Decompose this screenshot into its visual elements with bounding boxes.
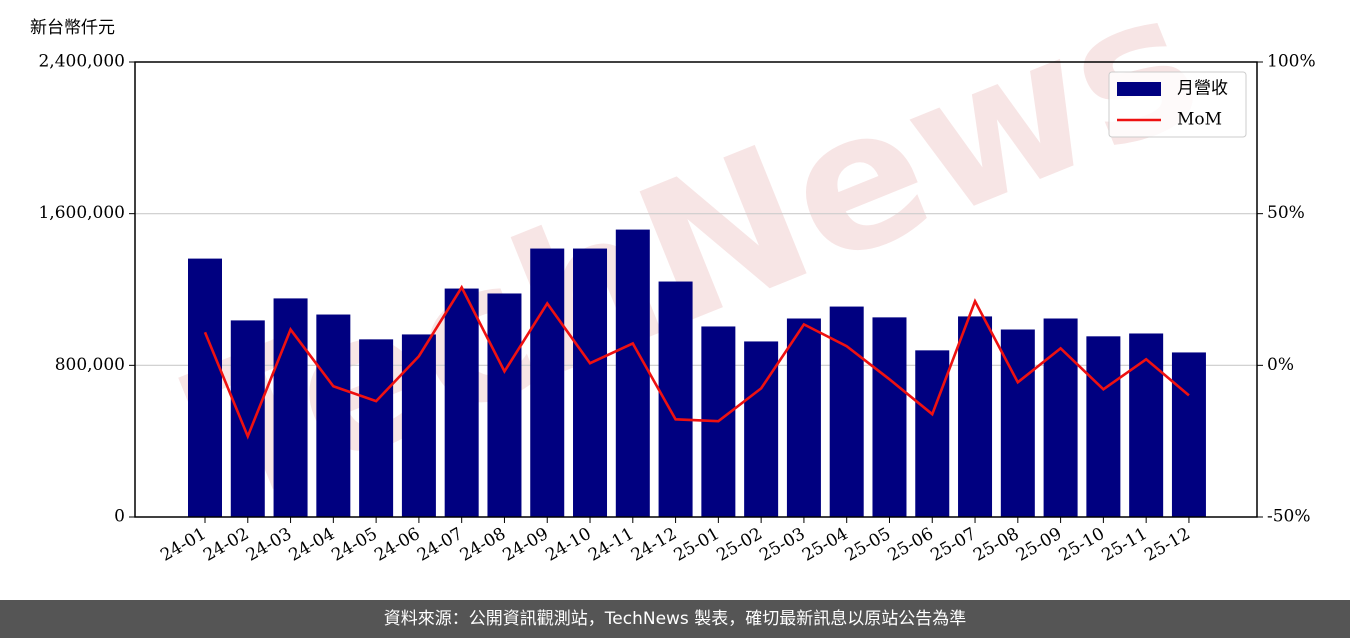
legend-label: 月營收 [1177, 79, 1228, 99]
y-tick-label: 0 [114, 507, 125, 527]
x-tick-label: 25-09 [1013, 524, 1065, 566]
bar [829, 306, 864, 517]
x-tick-label: 25-07 [927, 524, 979, 566]
y-tick-label: 2,400,000 [38, 52, 125, 72]
y2-tick-label: 50% [1267, 203, 1305, 223]
x-tick-label: 25-11 [1098, 524, 1150, 566]
x-tick-label: 24-02 [200, 524, 252, 566]
bar [401, 334, 436, 517]
bar [1171, 352, 1206, 517]
bar [316, 314, 351, 517]
x-tick-label: 25-06 [885, 524, 937, 566]
x-tick-label: 24-09 [500, 524, 552, 566]
line [203, 284, 1190, 440]
footer: 資料來源：公開資訊觀測站，TechNews 製表，確切最新訊息以原站公告為準 [384, 609, 966, 629]
bar [573, 248, 608, 518]
y-tick-label: 1,600,000 [38, 203, 125, 223]
y2-tick-label: -50% [1267, 507, 1311, 527]
x-tick-label: 25-05 [842, 524, 894, 566]
x-tick-label: 24-07 [414, 524, 466, 566]
x-tick-label: 25-01 [671, 524, 723, 566]
x-tick-label: 24-11 [585, 524, 637, 566]
x-tick-label: 25-10 [1056, 524, 1108, 566]
bar [230, 320, 265, 517]
x-tick-label: 25-03 [756, 524, 808, 566]
x-tick-label: 25-04 [799, 524, 851, 566]
y-tick-label: 800,000 [55, 355, 125, 375]
x-tick-label: 24-10 [542, 524, 594, 566]
bar [744, 341, 779, 517]
x-tick-label: 24-01 [157, 524, 209, 566]
legend-label: MoM [1177, 110, 1222, 130]
bar [958, 316, 993, 517]
x-tick-label: 24-05 [328, 524, 380, 566]
x-tick-label: 24-08 [457, 524, 509, 566]
x-tick-label: 24-04 [286, 524, 338, 566]
x-tick-label: 25-02 [713, 524, 765, 566]
bar [359, 339, 394, 517]
y2-tick-label: 100% [1267, 52, 1316, 72]
bar [273, 298, 308, 517]
x-tick-label: 25-12 [1141, 524, 1193, 566]
y2-tick-label: 0% [1267, 355, 1294, 375]
x-tick-label: 25-08 [970, 524, 1022, 566]
y-axis-label: 新台幣仟元 [30, 18, 115, 38]
bar [1043, 318, 1078, 517]
footer-bar [0, 600, 1350, 638]
bar [1129, 333, 1164, 517]
plot-frame [134, 61, 1258, 518]
bar [615, 229, 650, 517]
bar [188, 258, 222, 517]
x-tick-label: 24-06 [371, 524, 423, 566]
legend-swatch [1117, 82, 1161, 96]
x-tick-label: 24-12 [628, 524, 680, 566]
bar [872, 317, 907, 517]
bar [444, 288, 479, 517]
bar [1086, 336, 1121, 517]
bar [487, 293, 522, 517]
bar [915, 350, 950, 517]
bar [786, 318, 821, 517]
bar [530, 248, 565, 518]
